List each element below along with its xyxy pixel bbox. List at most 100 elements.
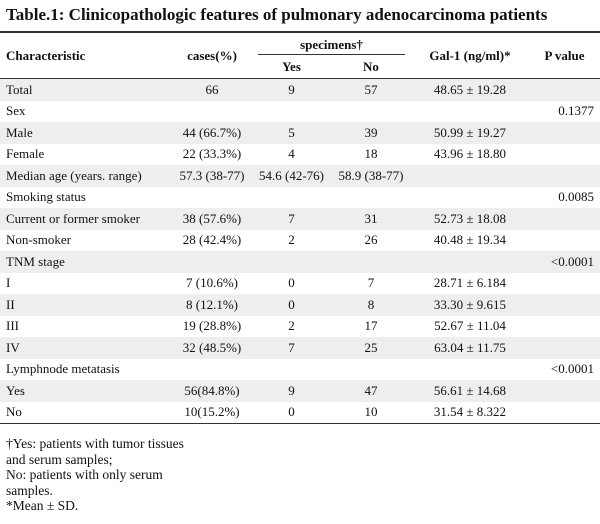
cell-characteristic: III xyxy=(6,318,19,334)
cell-cases: 28 (42.4%) xyxy=(182,232,242,248)
header-no: No xyxy=(331,56,411,79)
cell-specimens-no xyxy=(331,251,411,273)
cell-cases: 56(84.8%) xyxy=(172,380,252,402)
cell-gal1: 28.71 ± 6.184 xyxy=(433,275,507,291)
cell-specimens-yes: 2 xyxy=(288,232,295,248)
cell-pvalue xyxy=(529,316,600,338)
cell-gal1 xyxy=(411,251,529,273)
table-row: III 19 (28.8%) 2 17 52.67 ± 11.04 xyxy=(0,316,600,338)
cell-gal1 xyxy=(411,359,529,381)
cell-characteristic: Yes xyxy=(0,380,172,402)
header-characteristic: Characteristic xyxy=(0,31,172,79)
cell-cases xyxy=(172,101,252,123)
footnote-line: and serum samples; xyxy=(6,451,113,467)
cell-characteristic: Total xyxy=(0,78,172,101)
cell-specimens-no xyxy=(331,101,411,123)
cell-gal1: 48.65 ± 19.28 xyxy=(411,78,529,101)
cell-specimens-no: 26 xyxy=(364,232,378,248)
cell-specimens-yes xyxy=(252,251,331,273)
cell-pvalue: <0.0001 xyxy=(529,251,600,273)
cell-pvalue xyxy=(529,337,600,359)
cell-characteristic: Sex xyxy=(6,103,26,119)
cell-pvalue: 0.1377 xyxy=(558,103,594,119)
cell-specimens-no: 17 xyxy=(364,318,378,334)
cell-specimens-no: 10 xyxy=(331,401,411,424)
cell-specimens-yes: 7 xyxy=(252,208,331,230)
cell-characteristic: II xyxy=(0,294,172,316)
cell-pvalue: 0.0085 xyxy=(558,189,594,205)
cell-pvalue xyxy=(529,401,600,424)
cell-specimens-no: 31 xyxy=(331,208,411,230)
cell-cases: 44 (66.7%) xyxy=(172,122,252,144)
cell-pvalue xyxy=(529,230,600,252)
cell-pvalue xyxy=(529,208,600,230)
cell-cases: 57.3 (38-77) xyxy=(172,165,252,187)
table-row: II 8 (12.1%) 0 8 33.30 ± 9.615 xyxy=(0,294,600,316)
cell-gal1: 52.73 ± 18.08 xyxy=(411,208,529,230)
cell-gal1: 33.30 ± 9.615 xyxy=(411,294,529,316)
cell-specimens-no: 18 xyxy=(364,146,378,162)
cell-specimens-yes: 0 xyxy=(252,401,331,424)
cell-pvalue xyxy=(529,165,600,187)
cell-cases: 32 (48.5%) xyxy=(172,337,252,359)
cell-specimens-no: 25 xyxy=(331,337,411,359)
cell-characteristic: Current or former smoker xyxy=(0,208,172,230)
cell-pvalue xyxy=(529,122,600,144)
cell-gal1: 63.04 ± 11.75 xyxy=(411,337,529,359)
header-cases: cases(%) xyxy=(172,31,252,79)
cell-specimens-no: 47 xyxy=(331,380,411,402)
header-pvalue: P value xyxy=(529,31,600,79)
table-row: No 10(15.2%) 0 10 31.54 ± 8.322 xyxy=(0,401,600,424)
cell-gal1: 52.67 ± 11.04 xyxy=(434,318,506,334)
cell-characteristic: Lymphnode metatasis xyxy=(6,361,120,377)
cell-characteristic: I xyxy=(6,275,11,291)
header-specimens: specimens† xyxy=(252,31,411,56)
cell-specimens-yes: 54.6 (42-76) xyxy=(252,165,331,187)
cell-gal1: 43.96 ± 18.80 xyxy=(433,146,507,162)
table-header: Characteristic cases(%) specimens† Gal-1… xyxy=(0,31,600,79)
cell-characteristic: Female xyxy=(6,146,45,162)
cell-specimens-no: 39 xyxy=(331,122,411,144)
cell-cases: 19 (28.8%) xyxy=(182,318,242,334)
footnotes: †Yes: patients with tumor tissues and se… xyxy=(6,436,306,514)
table-row: Lymphnode metatasis <0.0001 xyxy=(0,359,600,381)
footnote-line: *Mean ± SD. xyxy=(6,498,79,513)
cell-gal1: 40.48 ± 19.34 xyxy=(433,232,507,248)
header-specimens-label: specimens† xyxy=(258,37,405,55)
cell-gal1: 50.99 ± 19.27 xyxy=(411,122,529,144)
cell-pvalue xyxy=(529,380,600,402)
table-row: Non-smoker 28 (42.4%) 2 26 40.48 ± 19.34 xyxy=(0,230,600,252)
table-row: I 7 (10.6%) 0 7 28.71 ± 6.184 xyxy=(0,273,600,295)
cell-characteristic: Smoking status xyxy=(6,189,86,205)
cell-specimens-yes: 7 xyxy=(252,337,331,359)
cell-cases: 38 (57.6%) xyxy=(172,208,252,230)
cell-specimens-no: 58.9 (38-77) xyxy=(331,165,411,187)
cell-specimens-yes: 0 xyxy=(252,294,331,316)
footnote-line: No: patients with only serum xyxy=(6,467,163,482)
table-row: Male 44 (66.7%) 5 39 50.99 ± 19.27 xyxy=(0,122,600,144)
cell-specimens-no: 57 xyxy=(331,78,411,101)
cell-cases xyxy=(172,359,252,381)
cell-specimens-no: 8 xyxy=(331,294,411,316)
cell-specimens-yes: 2 xyxy=(288,318,295,334)
cell-characteristic: TNM stage xyxy=(0,251,172,273)
footnote-line: †Yes: patients with tumor tissues xyxy=(6,436,184,451)
table-title: Table.1: Clinicopathologic features of p… xyxy=(6,5,548,24)
cell-cases: 7 (10.6%) xyxy=(186,275,238,291)
cell-cases: 10(15.2%) xyxy=(172,401,252,424)
header-gal1: Gal-1 (ng/ml)* xyxy=(411,31,529,79)
table-row: Sex 0.1377 xyxy=(0,101,600,123)
cell-characteristic: Non-smoker xyxy=(6,232,71,248)
clinicopathologic-table: Characteristic cases(%) specimens† Gal-1… xyxy=(0,31,600,424)
cell-characteristic: IV xyxy=(0,337,172,359)
cell-pvalue xyxy=(529,144,600,166)
cell-gal1 xyxy=(411,165,529,187)
table-row: Current or former smoker 38 (57.6%) 7 31 52.… xyxy=(0,208,600,230)
footnote-line: samples. xyxy=(6,482,53,498)
header-yes: Yes xyxy=(252,56,331,79)
cell-gal1 xyxy=(411,101,529,123)
cell-characteristic: No xyxy=(0,401,172,424)
cell-gal1 xyxy=(411,187,529,209)
cell-pvalue xyxy=(529,273,600,295)
cell-pvalue xyxy=(529,294,600,316)
